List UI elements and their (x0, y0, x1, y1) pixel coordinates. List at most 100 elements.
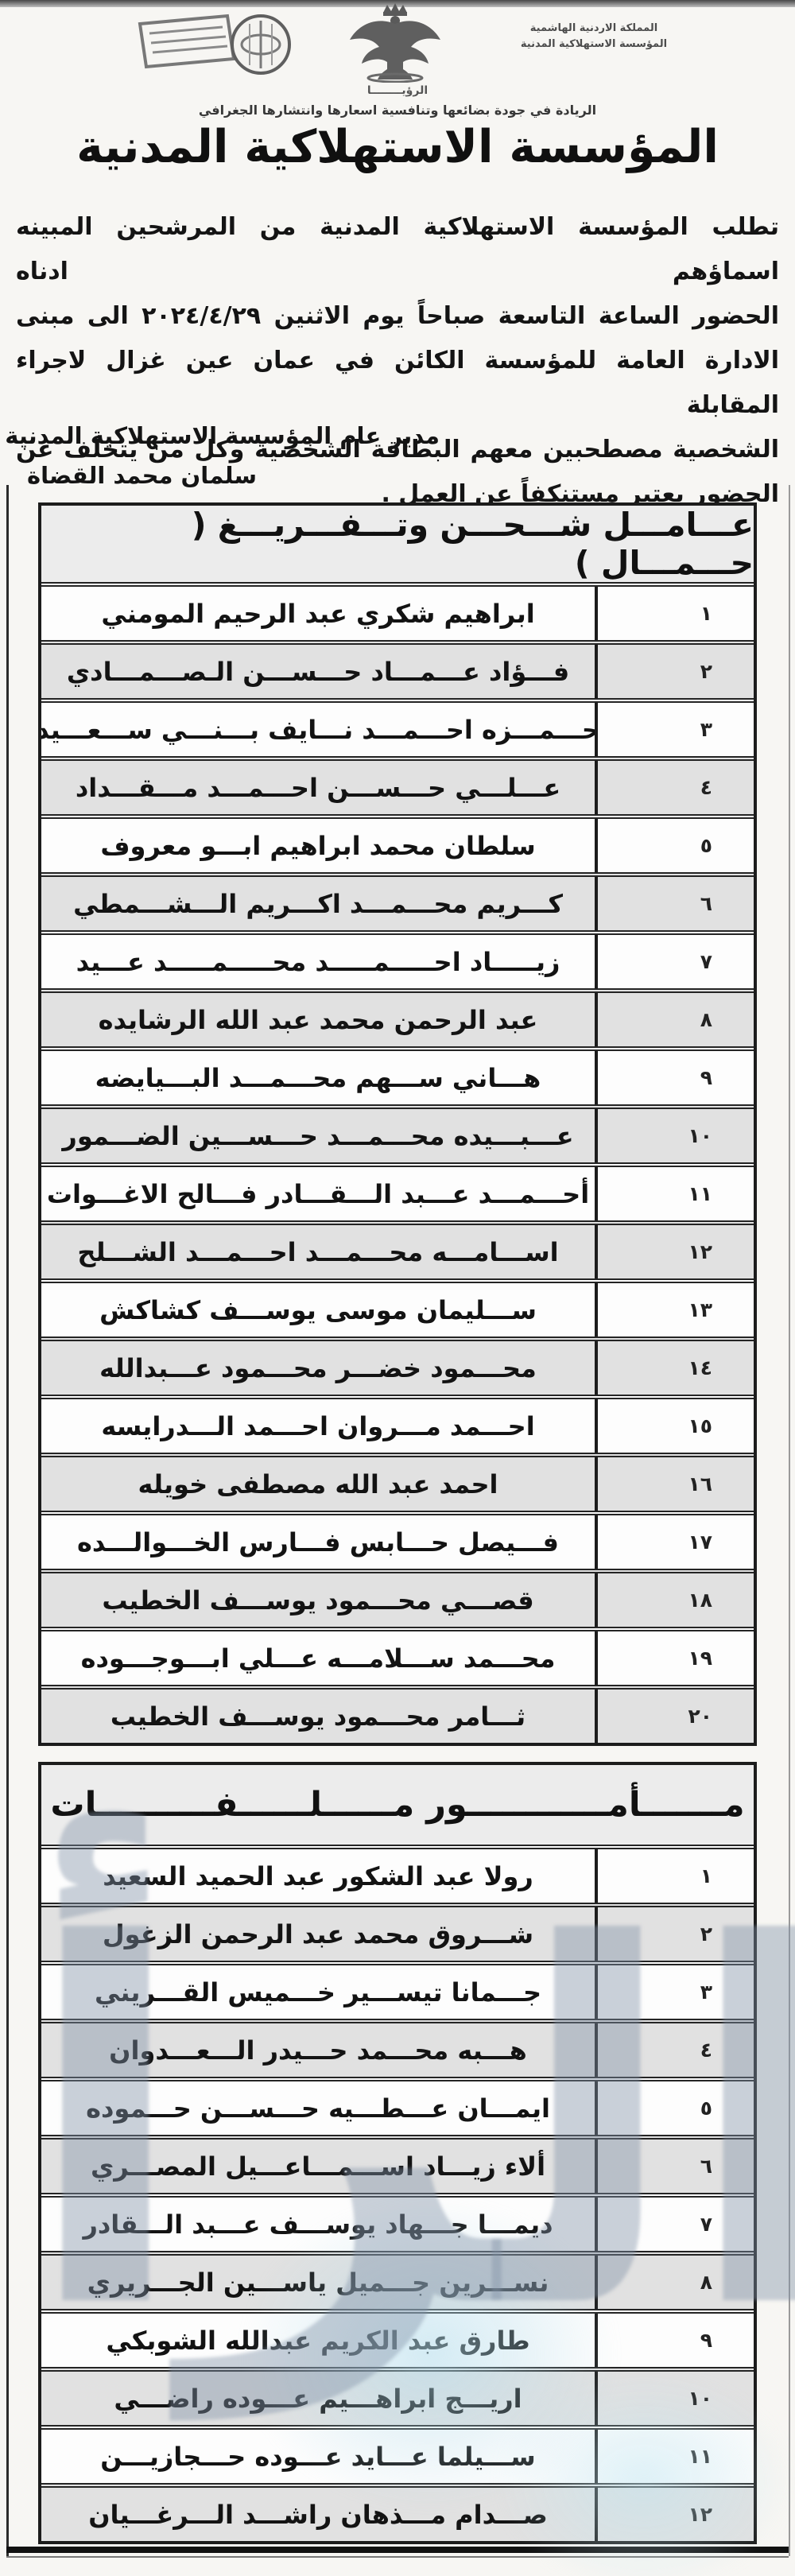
table-row: ٣ جـــمانا تيســـير خـــميس القـــريني (41, 1961, 754, 2019)
candidate-name-cell: ابراهيم شكري عبد الرحيم المومني (101, 598, 535, 629)
row-number-cell: ٣ (595, 1965, 754, 2019)
candidate-name-cell: ســـليمان موسى يوســـف كشاكش (99, 1294, 537, 1325)
table-porters: عـــامـــل شـــحـــن وتـــفـــريـــغ ( ح… (38, 502, 757, 1746)
table-row: ٢ شـــروق محمد عبد الرحمن الزغول (41, 1903, 754, 1961)
candidate-name-cell: رولا عبد الشكور عبد الحميد السعيد (103, 1860, 533, 1891)
row-number-cell: ٧ (595, 935, 754, 988)
table-row: ١٠ اريـــج ابراهـــيم عـــوده راضـــي (41, 2367, 754, 2425)
table-row: ١٢ صـــدام مـــذهان راشـــد الـــرغـــيان (41, 2483, 754, 2541)
table-row: ٨ عبد الرحمن محمد عبد الله الرشايده (41, 988, 754, 1046)
row-number-cell: ١ (595, 587, 754, 640)
candidate-name-cell: طارق عبد الكريم عبدالله الشوبكي (106, 2325, 530, 2356)
paragraph-line: تطلب المؤسسة الاستهلاكية المدنية من المر… (16, 213, 779, 285)
candidate-name-cell: نســـرين جـــميل ياســـين الجـــريري (87, 2267, 549, 2298)
row-number-cell: ١٤ (595, 1341, 754, 1395)
table-row: ٤ هـــبه محـــمد حـــيدر الـــعـــدوان (41, 2019, 754, 2077)
candidate-name-cell: حـــمـــزه احـــمـــد نـــايف بـــنـــي … (41, 714, 595, 745)
row-number-cell: ١٩ (595, 1631, 754, 1685)
row-number-cell: ٢٠ (595, 1690, 754, 1743)
row-number-cell: ١١ (595, 1167, 754, 1220)
table-row: ١١ ســـيلما عـــايد عـــوده حـــجازيـــن (41, 2425, 754, 2483)
row-number-cell: ١٥ (595, 1399, 754, 1453)
table-row: ٧ ديمـــا جـــهاد يوســـف عـــبد الـــقاد… (41, 2193, 754, 2251)
row-number-cell: ٨ (595, 2256, 754, 2309)
candidate-name-cell: ألاء زيـــاد اســـمـــاعـــيل المصـــري (90, 2151, 546, 2182)
candidate-name-cell: فـــيصل حـــابس فـــارس الخـــوالـــده (77, 1527, 559, 1558)
candidate-name-cell: عـــلـــي حـــســـن احـــمـــد مـــقـــد… (75, 772, 561, 803)
table-row: ١٤ محـــمود خضـــر محـــمود عـــبدالله (41, 1336, 754, 1395)
candidate-name-cell: هـــبه محـــمد حـــيدر الـــعـــدوان (109, 2035, 527, 2066)
table-row: ٩ طارق عبد الكريم عبدالله الشوبكي (41, 2309, 754, 2367)
row-number-cell: ٤ (595, 761, 754, 814)
table-row: ١٨ قصـــي محـــمود يوســـف الخطيب (41, 1569, 754, 1627)
table-row: ٦ كـــريم محـــمـــد اكـــريم الـــشـــمط… (41, 872, 754, 930)
paragraph-line: الادارة العامة للمؤسسة الكائن في عمان عي… (16, 347, 779, 419)
table-row: ٥ ايمـــان عـــطـــيه حـــســـن حـــموده (41, 2077, 754, 2135)
table-row: ١٣ ســـليمان موسى يوســـف كشاكش (41, 1278, 754, 1336)
candidate-name-cell: اســـامـــه محـــمـــد احـــمـــد الشـــ… (77, 1236, 559, 1267)
candidate-name-cell: احـــمد مـــروان احـــمد الـــدرايسه (101, 1410, 535, 1441)
candidate-name-cell: قصـــي محـــمود يوســـف الخطيب (102, 1585, 534, 1616)
row-number-cell: ١٣ (595, 1283, 754, 1336)
table-row: ٧ زيـــــاد احـــــمـــــد محـــــمـــــد… (41, 930, 754, 988)
candidate-name-cell: شـــروق محمد عبد الرحمن الزغول (102, 1918, 534, 1949)
table-row: ٩ هـــاني ســـهم محـــمـــد البـــيايضه (41, 1046, 754, 1104)
table-row: ١١ أحـــمـــد عـــبد الـــقـــادر فـــالح… (41, 1162, 754, 1220)
candidate-name-cell: صـــدام مـــذهان راشـــد الـــرغـــيان (88, 2499, 548, 2530)
paragraph-line: الشخصية مصطحبين معهم البطاقة الشخصية وكل… (16, 436, 779, 464)
row-number-cell: ٢ (595, 1907, 754, 1961)
table-row: ١ ابراهيم شكري عبد الرحيم المومني (41, 582, 754, 640)
table-row: ١٩ محـــمد ســـلامـــه عـــلي ابـــوجـــو… (41, 1627, 754, 1685)
row-number-cell: ٢ (595, 645, 754, 698)
announcement-paragraph: تطلب المؤسسة الاستهلاكية المدنية من المر… (16, 205, 779, 517)
candidate-name-cell: كـــريم محـــمـــد اكـــريم الـــشـــمطي (73, 888, 563, 919)
table-row: ١ رولا عبد الشكور عبد الحميد السعيد (41, 1845, 754, 1903)
candidate-name-cell: جـــمانا تيســـير خـــميس القـــريني (94, 1977, 542, 2008)
kingdom-line2: المؤسسة الاستهلاكية المدنية (520, 38, 668, 50)
scan-top-edge-bar (0, 0, 795, 7)
row-number-cell: ٩ (595, 1051, 754, 1104)
row-number-cell: ٥ (595, 2081, 754, 2135)
table-porters-header: عـــامـــل شـــحـــن وتـــفـــريـــغ ( ح… (41, 506, 754, 582)
frame-rule-left (6, 485, 9, 2556)
candidate-name-cell: أحـــمـــد عـــبد الـــقـــادر فـــالح ا… (46, 1178, 590, 1209)
jordan-coat-of-arms-icon (337, 2, 448, 83)
candidate-name-cell: اريـــج ابراهـــيم عـــوده راضـــي (114, 2383, 522, 2414)
signature-title: مدير عام المؤسسة الاستهلاكية المدنية (5, 422, 440, 449)
kingdom-header-text: المملكة الاردنية الهاشمية المؤسسة الاسته… (502, 21, 685, 52)
row-number-cell: ١٢ (595, 1225, 754, 1278)
candidate-name-cell: ثـــامر محـــمود يوســـف الخطيب (110, 1701, 526, 1732)
row-number-cell: ٤ (595, 2023, 754, 2077)
table-row: ٢ فـــؤاد عـــمـــاد حـــســـن الـصـــمــ… (41, 640, 754, 698)
corporation-tagline: الريادة في جودة بضائعها وتنافسية اسعارها… (198, 103, 597, 118)
page-title: المؤسسة الاستهلاكية المدنية (76, 121, 719, 173)
paragraph-line: الحضور الساعة التاسعة صباحاً يوم الاثنين… (16, 302, 779, 330)
row-number-cell: ١٠ (595, 2372, 754, 2425)
row-number-cell: ١٢ (595, 2488, 754, 2541)
candidate-name-cell: فـــؤاد عـــمـــاد حـــســـن الـصـــمـــ… (66, 656, 570, 687)
table-row: ١٢ اســـامـــه محـــمـــد احـــمـــد الشـ… (41, 1220, 754, 1278)
candidate-name-cell: هـــاني ســـهم محـــمـــد البـــيايضه (95, 1062, 541, 1093)
table-row: ٨ نســـرين جـــميل ياســـين الجـــريري (41, 2251, 754, 2309)
candidate-name-cell: زيـــــاد احـــــمـــــد محـــــمـــــد … (76, 946, 560, 977)
ad-bottom-rule (6, 2547, 789, 2559)
candidate-name-cell: ســـيلما عـــايد عـــوده حـــجازيـــن (100, 2441, 536, 2472)
table-file-clerks-body: ١ رولا عبد الشكور عبد الحميد السعيد ٢ شـــ… (41, 1845, 754, 2541)
candidate-name-cell: سلطان محمد ابراهيم ابـــو معروف (100, 830, 536, 861)
row-number-cell: ٨ (595, 993, 754, 1046)
row-number-cell: ١١ (595, 2430, 754, 2483)
table-file-clerks: مـــــــأمــــــــــــور مــــــلــــــف… (38, 1762, 757, 2544)
candidate-name-cell: ديمـــا جـــهاد يوســـف عـــبد الـــقادر (83, 2209, 553, 2240)
table-row: ٤ عـــلـــي حـــســـن احـــمـــد مـــقـــ… (41, 756, 754, 814)
table-row: ٢٠ ثـــامر محـــمود يوســـف الخطيب (41, 1685, 754, 1743)
candidate-name-cell: محـــمد ســـلامـــه عـــلي ابـــوجـــوده (80, 1643, 556, 1674)
frame-rule-right (789, 485, 790, 2556)
table-row: ١٦ احمد عبد الله مصطفى خويله (41, 1453, 754, 1511)
row-number-cell: ٦ (595, 877, 754, 930)
candidate-name-cell: احمد عبد الله مصطفى خويله (138, 1468, 498, 1499)
table-row: ١٠ عـــبـــيده محـــمـــد حـــســـين الضـ… (41, 1104, 754, 1162)
row-number-cell: ١٧ (595, 1515, 754, 1569)
row-number-cell: ١٠ (595, 1109, 754, 1162)
candidate-name-cell: عبد الرحمن محمد عبد الله الرشايده (98, 1004, 538, 1035)
